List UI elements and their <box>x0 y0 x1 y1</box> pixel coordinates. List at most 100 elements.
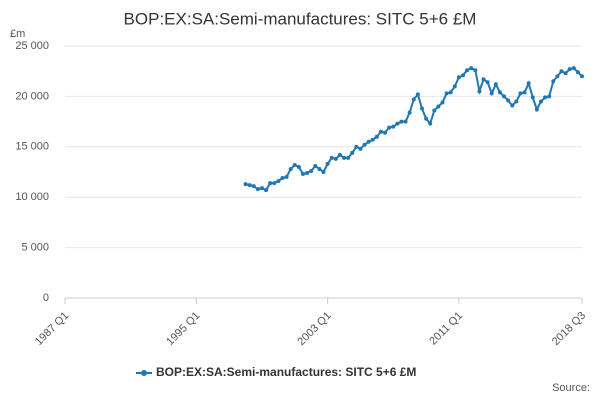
data-point <box>350 150 355 155</box>
data-point <box>378 129 383 134</box>
data-point <box>391 124 396 129</box>
data-point <box>452 84 457 89</box>
data-point <box>317 166 322 171</box>
data-point <box>456 75 461 80</box>
data-point <box>514 99 519 104</box>
data-point <box>399 119 404 124</box>
data-point <box>268 181 273 186</box>
data-point <box>288 166 293 171</box>
data-point <box>538 99 543 104</box>
data-point <box>325 161 330 166</box>
data-point <box>321 170 326 174</box>
data-point <box>510 103 515 108</box>
data-point <box>247 183 252 188</box>
data-point <box>497 90 502 95</box>
data-point <box>444 91 449 96</box>
data-point <box>309 168 314 173</box>
data-point <box>559 69 564 74</box>
data-point <box>370 137 375 142</box>
y-tick-label: 25 000 <box>15 40 49 52</box>
data-point <box>530 95 535 100</box>
data-point <box>518 91 523 96</box>
x-tick-label: 2011 Q1 <box>427 310 465 348</box>
data-point <box>374 134 379 139</box>
data-point <box>251 184 256 189</box>
series-line <box>245 67 583 192</box>
data-point <box>543 95 548 100</box>
x-tick-label: 2018 Q3 <box>550 310 588 348</box>
data-point <box>358 146 363 151</box>
data-point <box>448 90 453 95</box>
data-point <box>473 68 478 73</box>
legend-label: BOP:EX:SA:Semi-manufactures: SITC 5+6 £M <box>156 365 416 379</box>
data-point <box>440 100 445 105</box>
data-point <box>428 121 433 126</box>
data-point <box>333 156 338 161</box>
data-point <box>489 91 494 96</box>
data-point <box>522 90 527 95</box>
y-unit-label: £m <box>10 28 25 40</box>
data-point <box>419 106 424 111</box>
data-point <box>305 171 310 176</box>
chart-title: BOP:EX:SA:Semi-manufactures: SITC 5+6 £M <box>124 9 477 28</box>
data-point <box>284 175 289 180</box>
data-point <box>461 73 466 78</box>
data-point <box>575 70 580 75</box>
data-point <box>506 98 511 103</box>
data-point <box>580 74 584 79</box>
data-point <box>362 142 367 147</box>
data-point <box>477 89 482 94</box>
data-point <box>337 152 342 157</box>
data-point <box>292 162 297 167</box>
y-tick-label: 5 000 <box>21 242 49 254</box>
data-point <box>493 82 498 87</box>
data-point <box>534 107 539 112</box>
data-point <box>415 92 420 97</box>
data-point <box>346 155 351 160</box>
legend-marker <box>141 370 147 376</box>
data-point <box>555 74 560 79</box>
data-point <box>276 179 281 184</box>
data-point <box>411 97 416 102</box>
data-point <box>571 66 576 71</box>
data-point <box>243 182 248 187</box>
data-point <box>551 79 556 84</box>
data-point <box>424 116 429 121</box>
data-point <box>563 71 568 76</box>
data-point <box>272 181 277 186</box>
x-tick-label: 1987 Q1 <box>33 310 71 348</box>
data-point <box>296 164 301 169</box>
data-point <box>547 94 552 99</box>
data-point <box>255 187 260 192</box>
source-label: Source: <box>552 382 590 394</box>
y-tick-label: 20 000 <box>15 90 49 102</box>
data-point <box>342 155 347 160</box>
data-point <box>280 176 285 181</box>
data-point <box>481 77 486 82</box>
data-point <box>407 110 412 115</box>
data-point <box>354 144 359 149</box>
data-point <box>383 130 388 135</box>
data-point <box>387 125 392 130</box>
data-point <box>465 68 470 73</box>
data-point <box>313 163 318 168</box>
data-point <box>567 67 572 72</box>
x-tick-label: 1995 Q1 <box>164 310 202 348</box>
data-point <box>366 139 371 144</box>
data-point <box>259 186 264 191</box>
data-point <box>300 172 305 177</box>
data-point <box>502 94 507 99</box>
data-point <box>469 66 474 71</box>
y-tick-label: 15 000 <box>15 141 49 153</box>
data-point <box>526 81 531 86</box>
data-point <box>329 155 334 160</box>
data-point <box>403 119 408 124</box>
x-tick-label: 2003 Q1 <box>295 310 333 348</box>
data-point <box>432 108 437 113</box>
data-point <box>436 104 441 109</box>
data-point <box>395 121 400 126</box>
y-tick-label: 10 000 <box>15 191 49 203</box>
y-tick-label: 0 <box>43 292 49 304</box>
data-point <box>264 188 269 193</box>
